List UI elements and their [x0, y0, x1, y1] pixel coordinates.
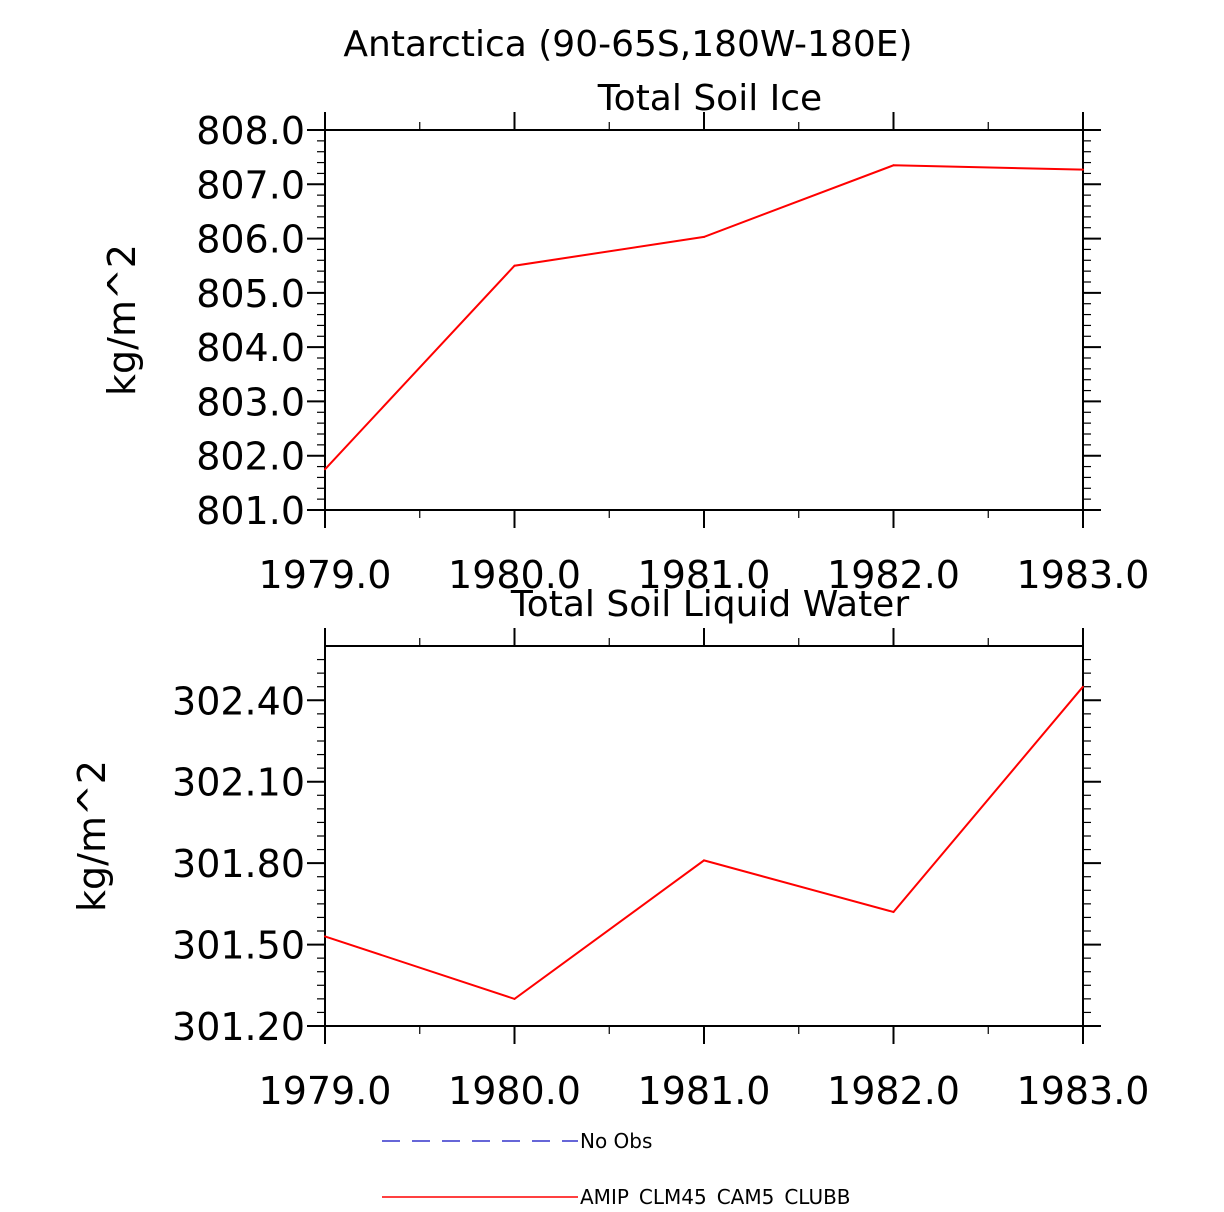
chart-2-data-point — [703, 859, 705, 862]
chart-1-y-tick-label: 805.0 — [196, 272, 305, 316]
chart-2-y-tick-label: 301.80 — [172, 842, 305, 886]
chart-2-x-tick-label: 1983.0 — [1017, 1069, 1150, 1113]
chart-1-y-tick-label: 803.0 — [196, 380, 305, 424]
chart-2-x-tick-label: 1979.0 — [259, 1069, 392, 1113]
chart-2-x-tick-label: 1981.0 — [638, 1069, 771, 1113]
chart-1-series-line-1 — [324, 164, 1084, 470]
chart-1-y-tick-label: 806.0 — [196, 218, 305, 262]
chart-1-data-point — [324, 468, 326, 471]
chart-1-data-point — [703, 235, 705, 238]
legend-label-1: No Obs — [580, 1129, 652, 1153]
chart-2-x-tick-label: 1982.0 — [827, 1069, 960, 1113]
main-title: Antarctica (90-65S,180W-180E) — [343, 24, 912, 65]
chart-2-title: Total Soil Liquid Water — [510, 584, 909, 625]
chart-2-data-point — [324, 935, 326, 938]
chart-2-y-axis-label: kg/m^2 — [70, 760, 114, 912]
chart-1-x-tick-label: 1982.0 — [827, 553, 960, 597]
chart-1-y-tick-label: 801.0 — [196, 489, 305, 533]
chart-1-plot-frame — [324, 129, 1084, 511]
chart-2-data-point — [892, 911, 895, 913]
chart-2-data-point — [513, 997, 516, 1000]
chart-1-x-tick-label: 1979.0 — [259, 553, 392, 597]
chart-1-x-tick-label: 1980.0 — [448, 553, 581, 597]
chart-1-data-point — [1082, 168, 1084, 171]
chart-1-y-tick-label: 804.0 — [196, 326, 305, 370]
chart-2-x-tick-label: 1980.0 — [448, 1069, 581, 1113]
legend-label-2: AMIP_CLM45_CAM5_CLUBB — [580, 1185, 851, 1207]
chart-2-plot-frame — [324, 645, 1084, 1027]
chart-1-y-tick-label: 802.0 — [196, 435, 305, 479]
chart-2-y-tick-label: 301.50 — [172, 924, 305, 968]
chart-1-title: Total Soil Ice — [597, 78, 822, 119]
chart-2-y-tick-label: 302.40 — [172, 679, 305, 723]
chart-1-y-axis-label: kg/m^2 — [100, 244, 144, 396]
chart-2-y-tick-label: 301.20 — [172, 1005, 305, 1049]
chart-1-x-tick-label: 1983.0 — [1017, 553, 1150, 597]
chart-2-y-tick-label: 302.10 — [172, 761, 305, 805]
chart-1-y-tick-label: 807.0 — [196, 163, 305, 207]
chart-2-series-line-1 — [324, 686, 1084, 1001]
chart-1-x-tick-label: 1981.0 — [638, 553, 771, 597]
chart-1-data-point — [892, 164, 895, 167]
chart-2-data-point — [1082, 685, 1084, 688]
chart-1-data-point — [513, 264, 516, 267]
chart-1-y-tick-label: 808.0 — [196, 109, 305, 153]
